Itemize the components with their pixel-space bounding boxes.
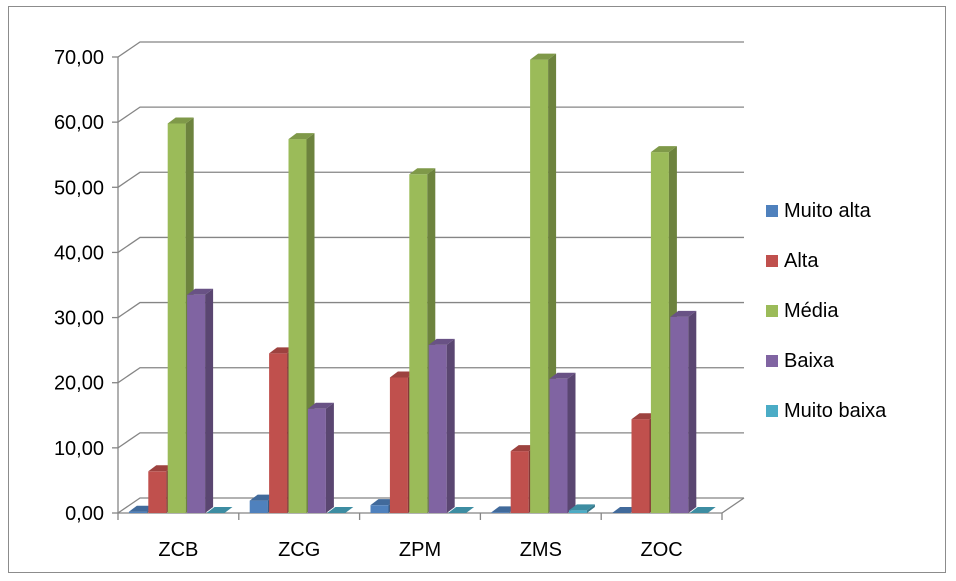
bar-top [307, 402, 334, 409]
bar-front [631, 419, 650, 513]
y-tick-label: 40,00 [54, 242, 104, 264]
bar [428, 338, 455, 513]
bar [307, 402, 334, 513]
bar-front [370, 505, 389, 513]
y-tick-label: 20,00 [54, 373, 104, 395]
bar-front [389, 377, 408, 513]
bar-front [128, 511, 147, 513]
bar-front [269, 353, 288, 513]
bar-front [288, 139, 307, 513]
bar-front [510, 451, 529, 513]
floor-edge-line [721, 497, 745, 514]
bar-front [650, 152, 669, 513]
y-tick-label: 0,00 [65, 503, 104, 525]
x-category-label: ZPM [399, 539, 441, 561]
legend-item: Baixa [766, 336, 946, 386]
bar-side [567, 372, 576, 513]
bar-front [530, 59, 549, 513]
bar-side [205, 288, 214, 513]
x-category-label: ZCG [278, 539, 320, 561]
bar-front [409, 174, 428, 513]
bar-top [650, 146, 677, 153]
bar-side [586, 504, 595, 513]
bar-front [491, 512, 510, 513]
y-tick-label: 50,00 [54, 177, 104, 199]
legend-item: Alta [766, 236, 946, 286]
bar-top [568, 504, 595, 511]
bar [206, 507, 233, 513]
bar [549, 372, 576, 513]
legend-label: Muito baixa [784, 399, 887, 422]
bar-top [187, 288, 214, 295]
bar-top [206, 507, 233, 513]
legend-swatch [766, 305, 778, 317]
legend-swatch [766, 255, 778, 267]
bar-top [288, 133, 315, 140]
bars [128, 53, 716, 514]
bar-front [670, 316, 689, 513]
y-tick-label: 70,00 [54, 47, 104, 69]
y-axis-ticks: 0,00 10,00 20,00 30,00 40,00 50,00 60,00 70,00 [54, 47, 104, 525]
bar-front [549, 378, 568, 513]
bar-side [446, 338, 455, 513]
bar-top [428, 338, 455, 345]
legend-label: Baixa [784, 349, 835, 372]
legend-swatch [766, 405, 778, 417]
bar-front [307, 408, 326, 513]
bar-front [428, 344, 447, 513]
y-tick-label: 60,00 [54, 112, 104, 134]
bar-side [325, 402, 334, 513]
bar-top [549, 372, 576, 379]
y-tick-label: 10,00 [54, 438, 104, 460]
bar-top [689, 507, 716, 513]
bar [689, 507, 716, 513]
bar-front [167, 123, 186, 514]
bar-top [167, 117, 194, 124]
y-tick-label: 30,00 [54, 308, 104, 330]
bar [568, 504, 595, 513]
legend-swatch [766, 355, 778, 367]
bar-top [409, 168, 436, 175]
legend-label: Muito alta [784, 199, 871, 222]
legend-item: Muito baixa [766, 386, 946, 436]
bar-front [568, 510, 587, 513]
gridline [117, 41, 744, 58]
legend-item: Muito alta [766, 186, 946, 236]
legend-swatch [766, 205, 778, 217]
bar [670, 310, 697, 513]
bar-front [249, 500, 268, 513]
bar-top [530, 53, 557, 60]
legend: Muito alta Alta Média Baixa Muito baixa [766, 186, 946, 436]
x-category-label: ZMS [520, 539, 562, 561]
bar-top [327, 507, 354, 513]
x-axis-categories: ZCB ZCG ZPM ZMS ZOC [158, 539, 682, 561]
bar-top [448, 507, 475, 513]
bar [187, 288, 214, 513]
x-category-label: ZOC [640, 539, 682, 561]
bar-top [670, 310, 697, 317]
bar-side [688, 310, 697, 513]
x-category-label: ZCB [158, 539, 198, 561]
bar-front [148, 471, 167, 513]
bar [327, 507, 354, 513]
bar [448, 507, 475, 513]
bar-front [187, 294, 206, 513]
legend-label: Média [784, 299, 839, 322]
legend-item: Média [766, 286, 946, 336]
legend-label: Alta [784, 249, 819, 272]
